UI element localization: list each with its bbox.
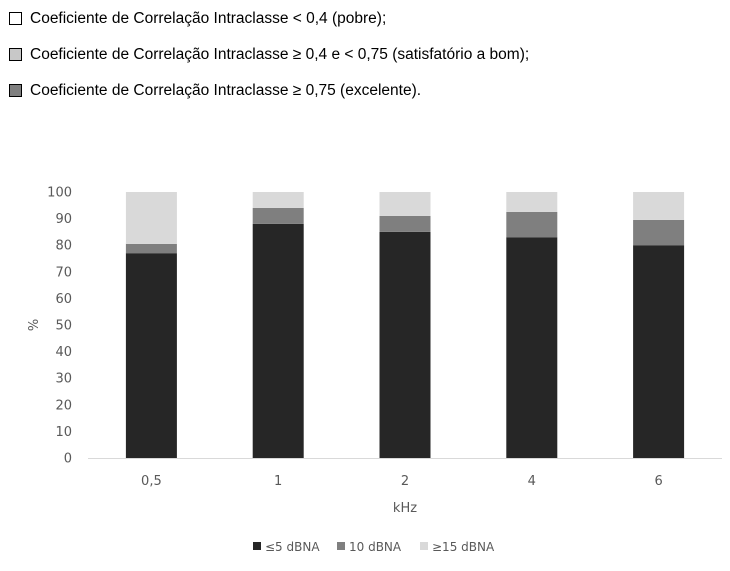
x-axis-title: kHz bbox=[393, 501, 417, 516]
light-gray-square-icon bbox=[9, 48, 22, 61]
y-tick-label: 20 bbox=[55, 398, 72, 413]
ccc-legend-item-good: Coeficiente de Correlação Intraclasse ≥ … bbox=[9, 45, 529, 64]
bar-segment bbox=[125, 192, 177, 244]
y-tick-label: 90 bbox=[55, 212, 72, 227]
bar-segment bbox=[379, 215, 431, 232]
y-tick-label: 60 bbox=[55, 292, 72, 307]
y-tick-label: 70 bbox=[55, 265, 72, 280]
bar-segment bbox=[506, 192, 558, 212]
bar-segment bbox=[633, 219, 685, 246]
y-tick-label: 30 bbox=[55, 372, 72, 387]
bar-segment bbox=[252, 223, 304, 458]
legend-label: ≥15 dBNA bbox=[432, 540, 495, 554]
ccc-legend-item-excellent: Coeficiente de Correlação Intraclasse ≥ … bbox=[9, 81, 529, 100]
legend-swatch bbox=[253, 542, 261, 550]
y-axis-title: % bbox=[27, 319, 42, 331]
legend-swatch bbox=[420, 542, 428, 550]
legend-swatch bbox=[337, 542, 345, 550]
bar-segment bbox=[125, 253, 177, 458]
bar-segment bbox=[252, 192, 304, 208]
x-tick-label: 0,5 bbox=[141, 474, 162, 489]
y-tick-label: 80 bbox=[55, 239, 72, 254]
y-tick-label: 40 bbox=[55, 345, 72, 360]
bar-segment bbox=[252, 207, 304, 224]
white-square-icon bbox=[9, 12, 22, 25]
ccc-legend-item-poor: Coeficiente de Correlação Intraclasse < … bbox=[9, 9, 529, 28]
y-tick-label: 100 bbox=[47, 186, 72, 201]
bar-segment bbox=[379, 192, 431, 216]
bar-segment bbox=[506, 211, 558, 238]
x-tick-label: 2 bbox=[401, 474, 409, 489]
bar-segment bbox=[125, 243, 177, 254]
ccc-legend-label-good: Coeficiente de Correlação Intraclasse ≥ … bbox=[30, 45, 530, 63]
ccc-legend-label-poor: Coeficiente de Correlação Intraclasse < … bbox=[30, 9, 387, 27]
bar-segment bbox=[633, 192, 685, 220]
legend-label: ≤5 dBNA bbox=[265, 540, 320, 554]
ccc-legend-label-excellent: Coeficiente de Correlação Intraclasse ≥ … bbox=[30, 81, 422, 99]
y-tick-label: 50 bbox=[55, 319, 72, 334]
x-tick-label: 1 bbox=[274, 474, 282, 489]
y-tick-label: 0 bbox=[64, 452, 72, 467]
dark-gray-square-icon bbox=[9, 84, 22, 97]
x-tick-label: 6 bbox=[654, 474, 662, 489]
legend-label: 10 dBNA bbox=[349, 540, 402, 554]
bar-segment bbox=[633, 245, 685, 458]
bar-segment bbox=[506, 237, 558, 458]
ccc-legend: Coeficiente de Correlação Intraclasse < … bbox=[9, 9, 529, 117]
y-tick-label: 10 bbox=[55, 425, 72, 440]
x-tick-label: 4 bbox=[528, 474, 536, 489]
bar-segment bbox=[379, 231, 431, 458]
